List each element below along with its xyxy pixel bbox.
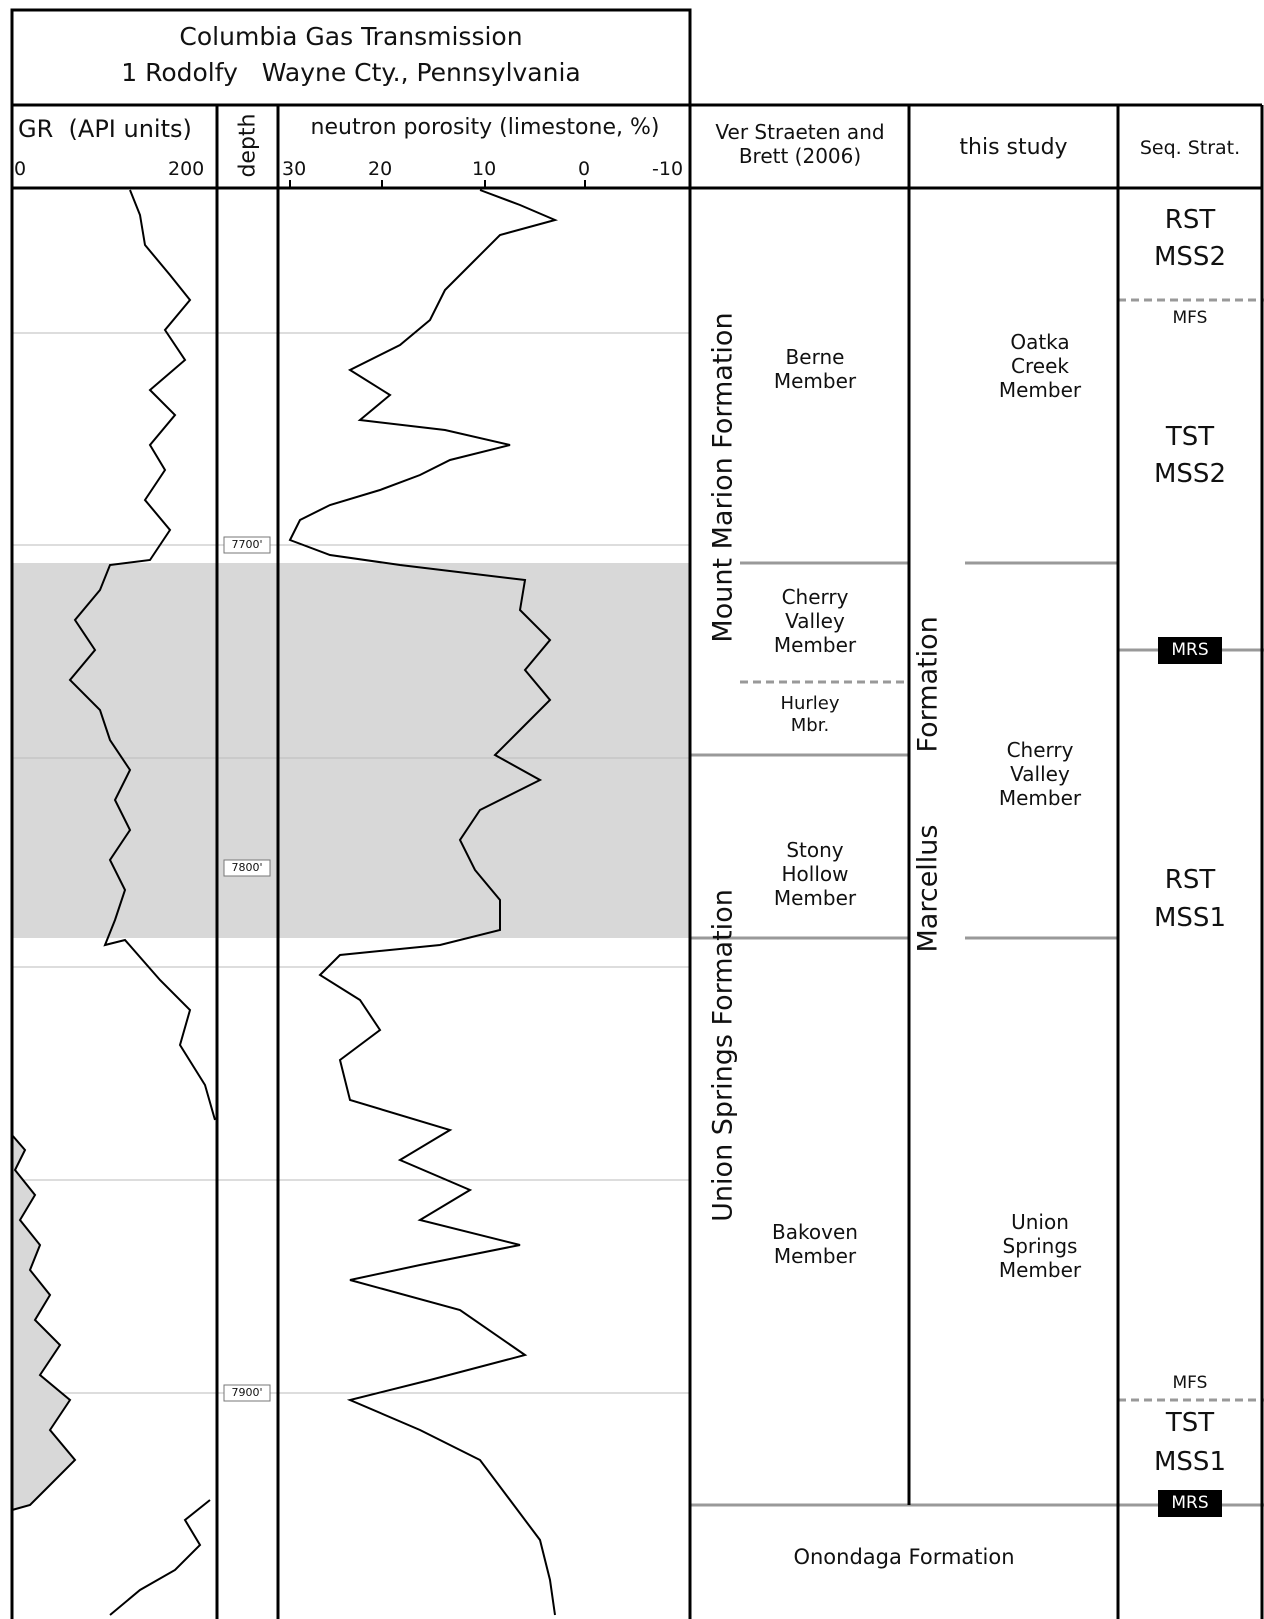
cherry-valley-vs-label: Cherry Valley Member: [773, 585, 857, 657]
mrs-top-badge: MRS: [1158, 637, 1222, 664]
depth-7700: 7700': [231, 538, 263, 551]
mount-marion-label: Mount Marion Formation: [707, 312, 739, 643]
neutron-tick-30: 30: [282, 158, 307, 180]
tst-mss2-a: TST: [1165, 422, 1215, 452]
ver-straeten-header: Ver Straeten and Brett (2006): [715, 120, 885, 168]
this-study-header: this study: [959, 135, 1068, 160]
frame-lines: [10, 8, 1264, 1619]
stony-hollow-label: Stony Hollow Member: [773, 838, 857, 910]
gr-header: GR (API units): [18, 115, 192, 143]
depth-marker-boxes: [223, 536, 271, 1402]
mrs-bottom-badge: MRS: [1158, 1490, 1222, 1517]
gr-min: 0: [14, 158, 27, 180]
shaded-interval: [12, 563, 690, 938]
tst-mss2-b: MSS2: [1154, 459, 1226, 489]
gr-curve: [68, 189, 216, 1121]
depth-7900: 7900': [231, 1386, 263, 1399]
union-springs-member-label: Union Springs Member: [998, 1210, 1082, 1282]
hurley-label: Hurley Mbr.: [780, 693, 840, 736]
header-subtitle: 1 Rodolfy Wayne Cty., Pennsylvania: [121, 58, 581, 87]
rst-mss2-a: RST: [1164, 205, 1216, 235]
union-springs-formation-label: Union Springs Formation: [707, 889, 739, 1222]
depth-header: depth: [235, 113, 261, 178]
gr-max: 200: [168, 158, 205, 180]
marcellus-label: Marcellus: [912, 824, 944, 953]
mfs-top: MFS: [1172, 308, 1208, 328]
depth-gridlines: [12, 332, 690, 1394]
tst-mss1-a: TST: [1165, 1408, 1215, 1438]
neutron-tick-10: 10: [472, 158, 497, 180]
gr-curve-lower: [11, 1132, 77, 1512]
rst-mss1-b: MSS1: [1154, 903, 1226, 933]
cherry-valley-ts-label: Cherry Valley Member: [998, 738, 1082, 810]
mfs-bottom: MFS: [1172, 1373, 1208, 1393]
neutron-curve: [288, 189, 559, 1616]
gr-curve-bottom: [109, 1499, 211, 1616]
oatka-creek-label: Oatka Creek Member: [998, 330, 1082, 402]
berne-member-label: Berne Member: [773, 345, 857, 393]
depth-7800: 7800': [231, 861, 263, 874]
header-title: Columbia Gas Transmission: [179, 22, 523, 51]
rst-mss2-b: MSS2: [1154, 242, 1226, 272]
seq-strat-header: Seq. Strat.: [1139, 137, 1241, 159]
neutron-ticks: [289, 180, 586, 188]
neutron-tick-neg10: -10: [652, 158, 684, 180]
neutron-header: neutron porosity (limestone, %): [310, 115, 660, 140]
rst-mss1-a: RST: [1164, 865, 1216, 895]
formation-label: Formation: [912, 616, 944, 753]
dashed-boundaries: [740, 298, 1264, 1402]
neutron-tick-20: 20: [368, 158, 393, 180]
onondaga-label: Onondaga Formation: [793, 1545, 1015, 1569]
neutron-tick-0: 0: [578, 158, 591, 180]
tst-mss1-b: MSS1: [1154, 1447, 1226, 1477]
bakoven-label: Bakoven Member: [772, 1220, 858, 1268]
